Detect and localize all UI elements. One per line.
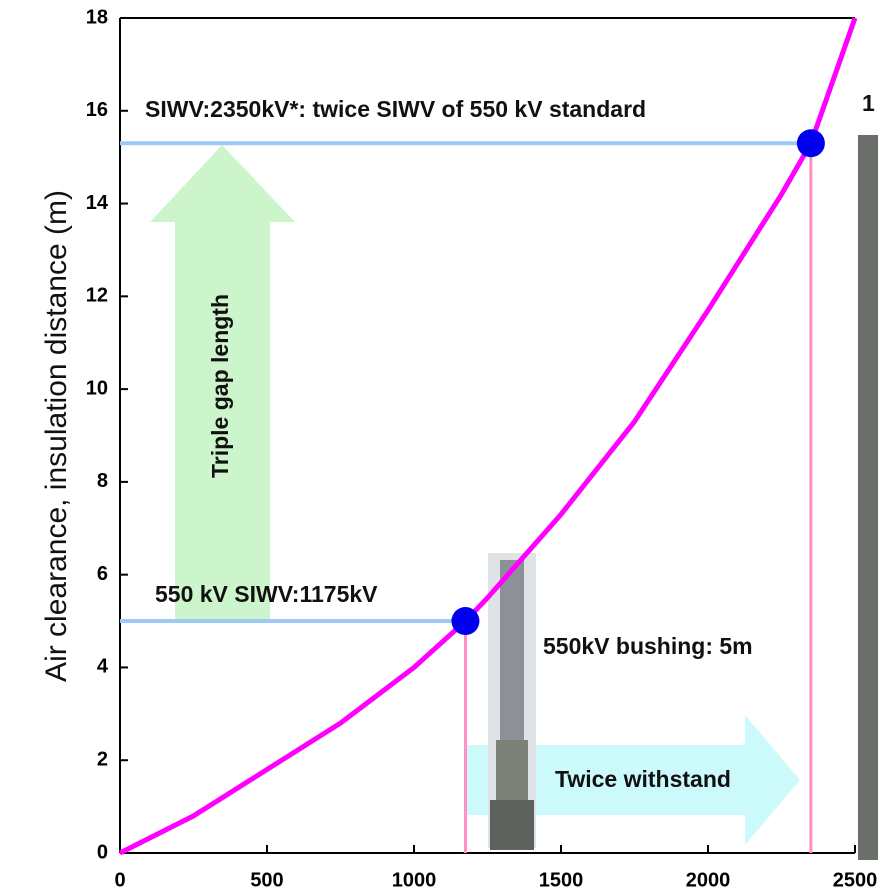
chart: Air clearance, insulation distance (m) 0… bbox=[0, 0, 878, 895]
y-tick-label: 14 bbox=[86, 192, 109, 214]
y-tick-label: 4 bbox=[97, 656, 109, 678]
y-tick-label: 10 bbox=[86, 377, 108, 399]
x-tick-label: 2000 bbox=[686, 869, 731, 891]
y-tick-label: 2 bbox=[97, 749, 108, 771]
annotation: 550 kV SIWV:1175kV bbox=[155, 581, 378, 607]
marker bbox=[797, 129, 825, 157]
x-tick-label: 500 bbox=[250, 869, 283, 891]
y-tick-label: 0 bbox=[97, 841, 108, 863]
y-tick-label: 8 bbox=[97, 470, 108, 492]
annotation: Twice withstand bbox=[555, 766, 731, 792]
x-tick-label: 1500 bbox=[539, 869, 584, 891]
y-axis-label: Air clearance, insulation distance (m) bbox=[40, 190, 73, 682]
bushing-photo bbox=[488, 553, 536, 850]
y-tick-label: 6 bbox=[97, 563, 108, 585]
marker bbox=[451, 607, 479, 635]
x-tick-label: 0 bbox=[114, 869, 125, 891]
y-tick-label: 18 bbox=[86, 6, 108, 28]
x-tick-label: 2500 bbox=[833, 869, 878, 891]
photo bbox=[858, 135, 878, 860]
x-tick-label: 1000 bbox=[392, 869, 437, 891]
annotation: 550kV bushing: 5m bbox=[543, 633, 753, 659]
y-tick-label: 16 bbox=[86, 99, 108, 121]
annotation: SIWV:2350kV*: twice SIWV of 550 kV stand… bbox=[145, 96, 646, 122]
y-tick-label: 12 bbox=[86, 285, 108, 307]
page: {"chart_data": { "type": "line", "y_labe… bbox=[0, 0, 878, 895]
annotation: Triple gap length bbox=[207, 294, 233, 478]
annotation: 1 bbox=[862, 90, 875, 116]
